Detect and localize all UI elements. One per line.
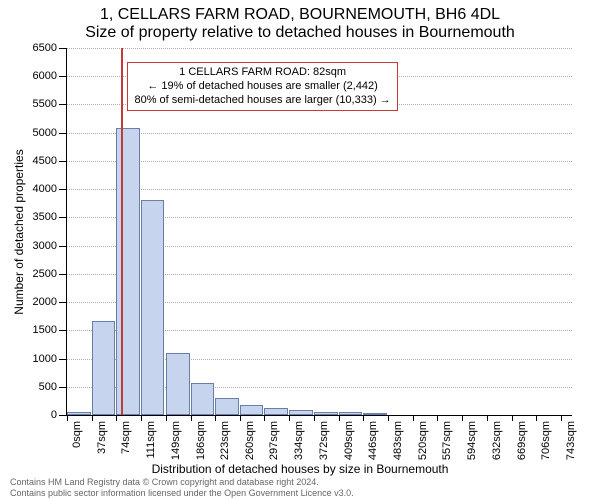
histogram-bar (215, 398, 239, 415)
x-tick-label: 372sqm (318, 421, 330, 460)
x-tick-label: 632sqm (491, 421, 503, 460)
x-tick (166, 415, 167, 421)
x-tick-label: 557sqm (441, 421, 453, 460)
annotation-box: 1 CELLARS FARM ROAD: 82sqm ← 19% of deta… (127, 62, 397, 111)
y-tick-label: 2000 (33, 296, 57, 308)
x-tick (289, 415, 290, 421)
histogram-bar (67, 412, 91, 415)
x-tick-label: 594sqm (466, 421, 478, 460)
y-tick (59, 302, 67, 303)
x-tick (413, 415, 414, 421)
x-tick-label: 74sqm (120, 421, 132, 454)
histogram-bar (314, 412, 338, 415)
y-tick (59, 161, 67, 162)
x-tick-label: 409sqm (343, 421, 355, 460)
x-tick-label: 520sqm (417, 421, 429, 460)
y-tick-label: 4500 (33, 155, 57, 167)
annotation-line1: 1 CELLARS FARM ROAD: 82sqm (134, 66, 390, 80)
footer-attribution: Contains HM Land Registry data © Crown c… (10, 477, 354, 498)
x-tick (141, 415, 142, 421)
histogram-bar (166, 353, 190, 415)
x-tick-label: 260sqm (244, 421, 256, 460)
histogram-bar (240, 405, 264, 415)
y-tick-label: 1500 (33, 324, 57, 336)
x-tick (487, 415, 488, 421)
x-tick (191, 415, 192, 421)
y-tick (59, 274, 67, 275)
x-tick-label: 669sqm (516, 421, 528, 460)
x-tick (116, 415, 117, 421)
y-tick (59, 415, 67, 416)
y-tick (59, 217, 67, 218)
histogram-bar (289, 410, 313, 415)
annotation-line3: 80% of semi-detached houses are larger (… (134, 94, 390, 108)
x-tick-label: 483sqm (392, 421, 404, 460)
y-tick-label: 1000 (33, 353, 57, 365)
y-tick (59, 133, 67, 134)
footer-line1: Contains HM Land Registry data © Crown c… (10, 477, 354, 487)
x-tick-label: 297sqm (268, 421, 280, 460)
x-tick (437, 415, 438, 421)
x-tick-label: 706sqm (540, 421, 552, 460)
x-axis-label: Distribution of detached houses by size … (0, 462, 600, 476)
marker-line (121, 48, 123, 415)
x-tick (215, 415, 216, 421)
y-tick (59, 246, 67, 247)
histogram-bar (116, 128, 140, 415)
y-tick-label: 3500 (33, 211, 57, 223)
x-tick (339, 415, 340, 421)
x-tick (561, 415, 562, 421)
x-tick-label: 446sqm (367, 421, 379, 460)
y-tick-label: 500 (39, 381, 57, 393)
x-tick-label: 111sqm (145, 421, 157, 459)
histogram-bar (92, 321, 116, 415)
y-tick (59, 104, 67, 105)
y-tick (59, 48, 67, 49)
title-subtitle: Size of property relative to detached ho… (0, 24, 600, 42)
annotation-line2: ← 19% of detached houses are smaller (2,… (134, 80, 390, 94)
y-axis-label: Number of detached properties (12, 149, 26, 314)
y-tick-label: 0 (51, 409, 57, 421)
x-tick (363, 415, 364, 421)
footer-line2: Contains public sector information licen… (10, 488, 354, 498)
y-tick-label: 2500 (33, 268, 57, 280)
y-tick-label: 3000 (33, 240, 57, 252)
y-tick (59, 189, 67, 190)
histogram-bar (363, 413, 387, 415)
y-tick-label: 4000 (33, 183, 57, 195)
y-tick-label: 6000 (33, 70, 57, 82)
x-tick (240, 415, 241, 421)
histogram-bar (339, 412, 363, 415)
x-tick-label: 334sqm (293, 421, 305, 460)
histogram-chart: 1 CELLARS FARM ROAD: 82sqm ← 19% of deta… (66, 48, 572, 416)
x-tick-label: 743sqm (565, 421, 577, 460)
x-tick (388, 415, 389, 421)
x-tick-label: 37sqm (96, 421, 108, 454)
histogram-bar (264, 408, 288, 415)
x-tick (536, 415, 537, 421)
y-tick-label: 6500 (33, 42, 57, 54)
title-address: 1, CELLARS FARM ROAD, BOURNEMOUTH, BH6 4… (0, 6, 600, 24)
chart-title: 1, CELLARS FARM ROAD, BOURNEMOUTH, BH6 4… (0, 6, 600, 42)
y-tick (59, 330, 67, 331)
histogram-bar (141, 200, 165, 415)
y-tick (59, 387, 67, 388)
x-tick (314, 415, 315, 421)
x-tick (67, 415, 68, 421)
x-tick-label: 0sqm (71, 421, 83, 448)
y-tick (59, 76, 67, 77)
x-tick (264, 415, 265, 421)
x-tick-label: 149sqm (170, 421, 182, 460)
y-tick-label: 5000 (33, 127, 57, 139)
x-tick (512, 415, 513, 421)
x-tick-label: 223sqm (219, 421, 231, 460)
histogram-bar (191, 383, 215, 415)
y-tick (59, 359, 67, 360)
y-tick-label: 5500 (33, 98, 57, 110)
x-tick (462, 415, 463, 421)
x-tick-label: 186sqm (195, 421, 207, 460)
x-tick (92, 415, 93, 421)
